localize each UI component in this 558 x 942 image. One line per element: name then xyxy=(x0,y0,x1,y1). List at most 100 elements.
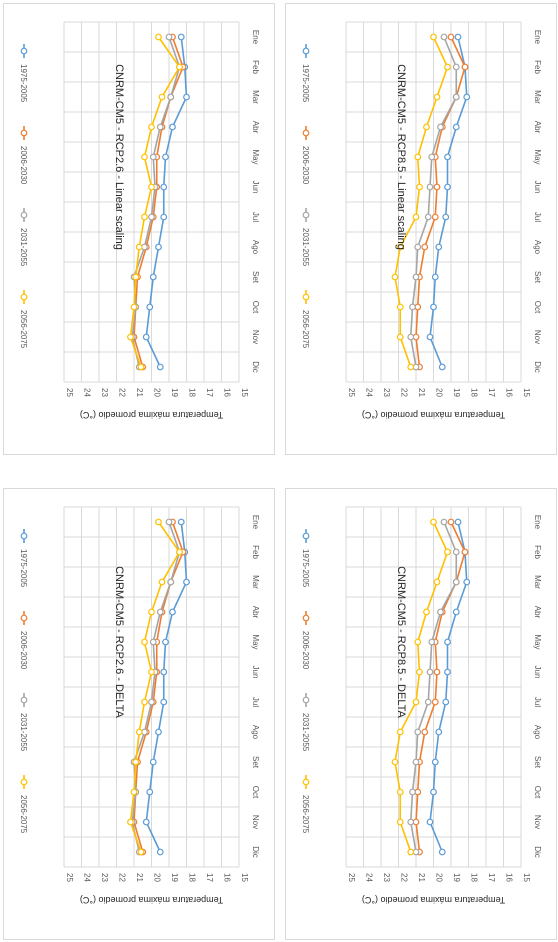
chart-rcp85-delta: 25 24 23 22 21 20 19 18 17 16 15 Ene Feb Mar Abr May Jun… xyxy=(301,506,542,905)
data-point-2056-2075 xyxy=(148,183,155,191)
legend-label-2006-2030: 2006-2030 xyxy=(301,631,310,670)
chart-rcp85-linear-scaling: 25 24 23 22 21 20 19 18 17 16 15 Ene Feb Mar Abr May Jun… xyxy=(301,21,542,420)
data-point-2056-2075 xyxy=(396,303,404,311)
value-tick-label: 18 xyxy=(470,388,479,397)
data-point-2031-2055 xyxy=(412,273,420,281)
month-tick-label: Ago xyxy=(251,240,260,255)
data-point-2031-2055 xyxy=(149,153,157,161)
data-point-1975-2005 xyxy=(454,518,462,526)
value-tick-label: 25 xyxy=(65,388,74,397)
data-point-1975-2005 xyxy=(160,183,168,191)
data-point-1975-2005 xyxy=(156,848,164,856)
data-point-2056-2075 xyxy=(396,818,404,826)
month-tick-label: Ene xyxy=(251,30,260,45)
value-tick-label: 21 xyxy=(417,388,426,397)
series-line-2031-2055 xyxy=(409,521,458,853)
legend-marker-2031-2055 xyxy=(20,211,28,219)
data-point-2056-2075 xyxy=(412,698,420,706)
legend-marker-2056-2075 xyxy=(302,293,310,301)
data-point-2031-2055 xyxy=(167,93,175,101)
data-point-2056-2075 xyxy=(414,153,422,161)
chart-panel-rcp85-linear-scaling: 25 24 23 22 21 20 19 18 17 16 15 Ene Feb Mar Abr May Jun… xyxy=(285,3,557,455)
value-tick-label: 17 xyxy=(487,388,496,397)
data-point-1975-2005 xyxy=(169,608,176,616)
value-tick-label: 19 xyxy=(452,873,461,882)
data-point-2056-2075 xyxy=(396,788,404,796)
data-point-2031-2055 xyxy=(440,33,448,41)
data-point-2056-2075 xyxy=(416,668,423,676)
month-tick-label: Nov xyxy=(533,815,542,829)
data-point-1975-2005 xyxy=(442,698,450,706)
month-tick-label: Dic xyxy=(251,361,260,373)
data-point-2056-2075 xyxy=(148,123,155,131)
value-tick-label: 17 xyxy=(205,873,214,882)
data-point-2031-2055 xyxy=(452,93,460,101)
legend-marker-2006-2030 xyxy=(302,129,310,137)
value-tick-label: 17 xyxy=(205,388,214,397)
data-point-2056-2075 xyxy=(137,848,145,856)
month-tick-label: Jul xyxy=(533,212,542,222)
legend-label-2031-2055: 2031-2055 xyxy=(19,228,28,267)
month-tick-label: Oct xyxy=(533,786,542,799)
value-tick-label: 16 xyxy=(505,388,514,397)
month-tick-label: Oct xyxy=(251,301,260,314)
month-tick-label: Ago xyxy=(533,725,542,740)
series-line-2056-2075 xyxy=(394,36,449,368)
series-line-1975-2005 xyxy=(429,36,468,368)
month-tick-label: Set xyxy=(533,271,542,284)
value-tick-label: 21 xyxy=(135,388,144,397)
data-point-2031-2055 xyxy=(452,578,460,586)
series-line-1975-2005 xyxy=(429,521,468,853)
value-tick-label: 25 xyxy=(347,873,356,882)
month-tick-label: Jun xyxy=(251,666,260,679)
value-tick-label: 25 xyxy=(65,873,74,882)
month-tick-label: Abr xyxy=(251,121,260,134)
month-tick-label: Ene xyxy=(533,30,542,45)
data-point-1975-2005 xyxy=(146,303,154,311)
value-tick-label: 23 xyxy=(100,873,109,882)
data-point-1975-2005 xyxy=(444,638,451,646)
legend-label-2056-2075: 2056-2075 xyxy=(19,795,28,834)
legend-label-2006-2030: 2006-2030 xyxy=(19,146,28,185)
data-point-2056-2075 xyxy=(148,608,155,616)
data-point-2031-2055 xyxy=(412,758,420,766)
data-point-2031-2055 xyxy=(407,818,415,826)
data-point-2031-2055 xyxy=(407,333,415,341)
value-tick-label: 20 xyxy=(153,873,162,882)
data-point-2056-2075 xyxy=(396,728,404,736)
data-point-2031-2055 xyxy=(165,518,173,526)
month-tick-label: Nov xyxy=(251,815,260,829)
month-tick-label: Abr xyxy=(533,606,542,619)
data-point-1975-2005 xyxy=(438,848,446,856)
data-point-1975-2005 xyxy=(426,333,434,341)
legend-label-1975-2005: 1975-2005 xyxy=(19,64,28,103)
series-line-2031-2055 xyxy=(131,521,181,853)
data-point-2056-2075 xyxy=(155,33,162,41)
data-point-2031-2055 xyxy=(452,548,460,556)
data-point-2006-2030 xyxy=(461,63,469,71)
value-tick-label: 22 xyxy=(400,873,409,882)
value-tick-label: 21 xyxy=(135,873,144,882)
data-point-2031-2055 xyxy=(148,213,155,221)
month-tick-label: Ago xyxy=(251,725,260,740)
value-tick-label: 17 xyxy=(487,873,496,882)
data-point-1975-2005 xyxy=(463,578,471,586)
data-point-2031-2055 xyxy=(428,638,436,646)
series-line-1975-2005 xyxy=(145,36,188,368)
legend-marker-2031-2055 xyxy=(302,211,310,219)
data-point-2031-2055 xyxy=(440,518,448,526)
chart-title: CNRM-CM5 - RCP8.5 - DELTA xyxy=(395,566,407,718)
data-point-2056-2075 xyxy=(444,63,451,71)
data-point-2031-2055 xyxy=(156,123,164,131)
data-point-1975-2005 xyxy=(444,668,451,676)
chart-panel-rcp26-linear-scaling: 25 24 23 22 21 20 19 18 17 16 15 Ene Feb Mar Abr May Jun… xyxy=(3,3,275,455)
value-tick-label: 15 xyxy=(522,873,531,882)
data-point-2056-2075 xyxy=(423,608,430,616)
month-tick-label: Mar xyxy=(251,575,260,589)
legend-label-2006-2030: 2006-2030 xyxy=(19,631,28,670)
chart-title: CNRM-CM5 - RCP8.5 - Linear scaling xyxy=(395,64,407,250)
data-point-2056-2075 xyxy=(158,578,166,586)
axis-title: Temperatura máxima promedio (°C) xyxy=(80,410,223,420)
data-point-1975-2005 xyxy=(444,153,451,161)
value-tick-label: 19 xyxy=(170,873,179,882)
